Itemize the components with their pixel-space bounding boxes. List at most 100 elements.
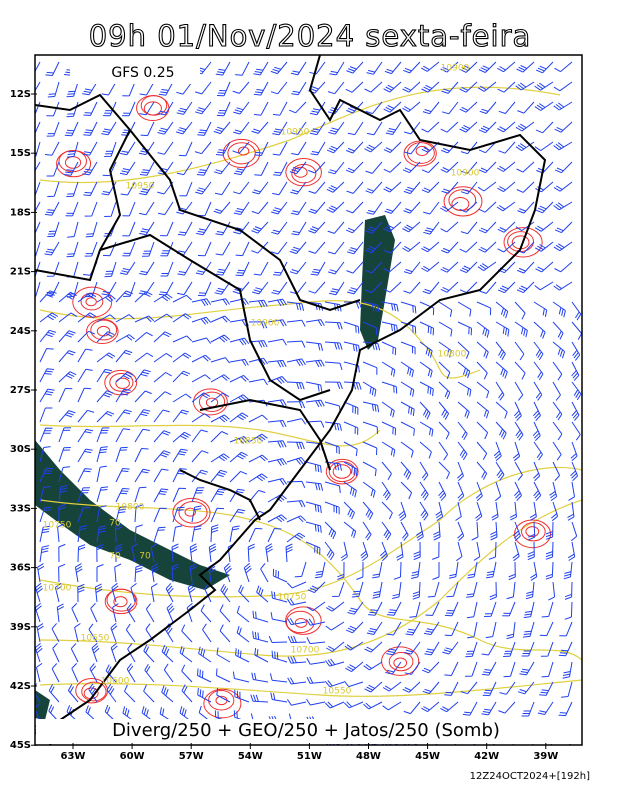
wind-barb [306, 698, 326, 706]
divergence-contour [393, 657, 408, 669]
wind-barb [517, 261, 535, 274]
wind-barb [481, 701, 497, 716]
wind-barb [134, 524, 143, 543]
wind-barb [324, 680, 345, 688]
wind-barb [243, 562, 252, 583]
wind-barb [343, 501, 355, 520]
lat-tick-label: 45S [10, 740, 31, 751]
wind-barb [215, 61, 231, 76]
wind-barb [235, 241, 250, 257]
wind-barb [248, 321, 268, 329]
wind-barb [270, 81, 288, 95]
wind-barb [127, 643, 136, 663]
wind-barb [324, 381, 343, 390]
wind-barb [77, 348, 93, 363]
wind-barb [362, 341, 381, 351]
wind-barb [310, 261, 326, 276]
wind-barb [523, 601, 535, 619]
wind-barb [540, 641, 554, 657]
wind-barb [513, 401, 522, 422]
wind-barb [177, 281, 193, 296]
divergence-contour [285, 610, 315, 634]
wind-barb [416, 521, 424, 541]
wind-barb [195, 261, 212, 275]
wind-barb [552, 441, 562, 461]
wind-barb [96, 486, 109, 503]
wind-barb [197, 688, 212, 703]
wind-barb [423, 201, 440, 215]
wind-barb [459, 121, 478, 133]
wind-barb [134, 468, 150, 483]
wind-barb [324, 321, 343, 330]
wind-barb [172, 370, 191, 383]
wind-barb [552, 461, 561, 481]
wind-barb [35, 201, 41, 213]
wind-barb [535, 261, 554, 273]
wind-barb [77, 544, 86, 563]
wind-barb [196, 161, 212, 176]
contour-label: 70 [109, 552, 121, 562]
divergence-contour [205, 397, 219, 408]
divergence-contour [64, 156, 82, 169]
wind-barb [267, 514, 287, 523]
wind-barb [267, 478, 288, 486]
wind-barb [194, 81, 212, 95]
wind-barb [96, 331, 115, 343]
wind-barb [419, 461, 429, 481]
wind-barb [77, 468, 92, 483]
wind-barb [287, 677, 307, 685]
wind-barb [161, 645, 174, 663]
wind-barb [253, 101, 269, 116]
wind-barb [440, 221, 459, 233]
wind-barb [327, 81, 345, 95]
wind-barb [553, 81, 573, 92]
wind-barb [85, 281, 98, 298]
wind-barb [403, 701, 421, 715]
wind-barb [172, 294, 192, 303]
wind-barb [497, 61, 516, 73]
wind-barb [533, 301, 548, 317]
wind-barb [179, 646, 193, 663]
wind-barb [157, 121, 174, 135]
wind-barb [460, 681, 478, 695]
wind-barb [35, 221, 41, 235]
wind-barb [327, 221, 345, 234]
wind-barb [495, 401, 508, 419]
wind-barb [267, 420, 287, 428]
contour-label: 10850 [234, 437, 263, 447]
wind-barb [229, 412, 249, 423]
wind-barb [110, 622, 118, 643]
wind-barb [329, 61, 345, 76]
wind-barb [58, 563, 66, 583]
wind-barb [444, 621, 459, 637]
wind-barb [351, 581, 364, 598]
wind-barb [324, 541, 335, 561]
wind-barb [229, 436, 250, 444]
wind-barb [232, 81, 250, 94]
wind-barb [421, 261, 440, 272]
wind-barb [153, 450, 171, 463]
wind-barb [498, 101, 516, 114]
wind-barb [139, 261, 155, 276]
wind-barb [267, 440, 287, 448]
wind-barb [115, 349, 133, 363]
wind-barb [337, 561, 345, 580]
wind-barb [219, 624, 231, 643]
wind-barb [191, 487, 205, 503]
wind-barb [534, 221, 554, 232]
title: 09h 01/Nov/2024 sexta-feira [89, 19, 532, 53]
divergence-contour [332, 464, 352, 479]
wind-barb [402, 81, 421, 93]
wind-barb [381, 361, 396, 377]
wind-barb [253, 261, 269, 276]
wind-barb [402, 241, 421, 252]
wind-barb [248, 299, 268, 308]
wind-barb [112, 603, 119, 623]
wind-barb [35, 683, 41, 703]
wind-barb [367, 121, 383, 136]
wind-barb [305, 481, 324, 491]
wind-barb [248, 433, 268, 443]
wind-barb [442, 641, 459, 655]
wind-barb [403, 281, 421, 294]
wind-barb [563, 561, 573, 580]
